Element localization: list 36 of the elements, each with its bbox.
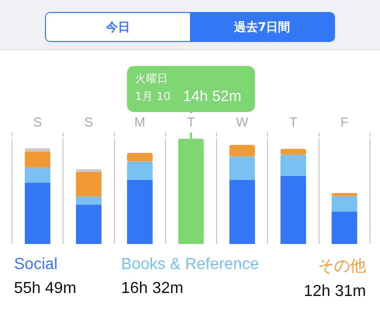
bar bbox=[127, 162, 153, 180]
bar bbox=[280, 154, 306, 176]
bar bbox=[76, 172, 102, 197]
x-tick-label: M bbox=[134, 114, 146, 130]
text: 16h 32m bbox=[121, 280, 184, 298]
bar bbox=[127, 180, 153, 244]
bar bbox=[76, 204, 102, 244]
bar bbox=[127, 152, 153, 162]
bar bbox=[76, 196, 102, 205]
text: 火曜日 1月 10 bbox=[135, 72, 170, 103]
text: 14h 52m bbox=[183, 88, 242, 106]
text: Books & Reference bbox=[121, 256, 259, 274]
period-toggle: 今日 過去7日間 bbox=[45, 12, 335, 42]
bar bbox=[280, 176, 306, 244]
bar bbox=[332, 192, 358, 196]
text: その他 bbox=[316, 257, 366, 277]
bar bbox=[332, 212, 358, 244]
x-tick-label: W bbox=[236, 114, 249, 130]
x-tick-label: T bbox=[289, 114, 298, 130]
bar bbox=[24, 168, 50, 183]
text: 12h 31m bbox=[304, 283, 366, 301]
bar bbox=[229, 180, 255, 244]
bar bbox=[280, 148, 306, 155]
series-label: Social bbox=[14, 256, 59, 274]
bar bbox=[24, 182, 50, 244]
bar bbox=[76, 169, 102, 172]
text: 55h 49m bbox=[14, 280, 76, 298]
bar bbox=[24, 152, 50, 168]
bar bbox=[229, 156, 255, 180]
bar bbox=[229, 144, 255, 157]
x-tick-label: F bbox=[340, 114, 348, 130]
bar bbox=[24, 148, 50, 152]
x-tick-label: S bbox=[84, 114, 94, 130]
bar bbox=[332, 196, 358, 212]
x-tick-label: T bbox=[187, 114, 196, 130]
x-tick-label: S bbox=[33, 114, 42, 130]
